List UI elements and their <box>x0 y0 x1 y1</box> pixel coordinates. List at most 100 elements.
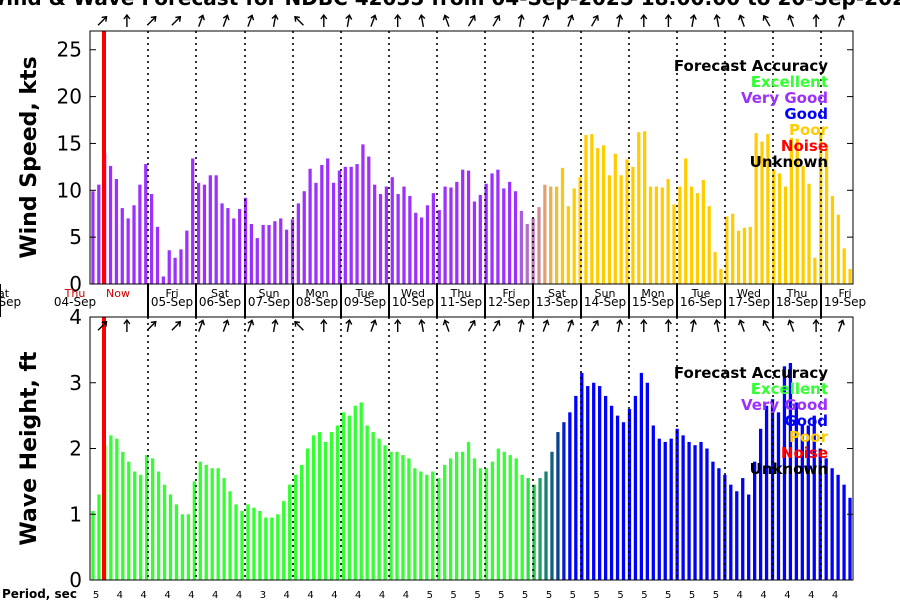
bar <box>795 138 799 284</box>
bar <box>574 395 578 580</box>
bar <box>713 252 717 284</box>
bar <box>701 179 705 284</box>
wave-height-panel: Wave Height, ft 0 1 2 3 4 Forecast AccuracyExc… <box>17 305 854 592</box>
date-label: 04-Sep <box>54 295 96 309</box>
bar <box>161 276 165 284</box>
date-label: 17-Sep <box>728 295 770 309</box>
bar <box>813 257 817 284</box>
bar <box>359 402 363 580</box>
plot-frame <box>89 30 854 285</box>
bar <box>603 395 608 580</box>
legend-entry: Very Good <box>741 396 828 414</box>
y-tick-label: 3 <box>69 371 82 395</box>
legend-entry: Poor <box>789 121 829 139</box>
period-value: 4 <box>284 590 290 600</box>
bar <box>97 494 101 580</box>
bar <box>502 451 506 580</box>
bar <box>637 132 641 284</box>
bar <box>384 186 389 284</box>
bar <box>772 169 776 284</box>
bar <box>317 432 322 580</box>
bar <box>202 184 207 284</box>
day-label: Sat <box>0 287 10 300</box>
bar <box>320 165 324 284</box>
y-tick-label: 4 <box>69 305 82 329</box>
direction-arrow <box>198 14 205 27</box>
date-label: 11-Sep <box>440 295 482 309</box>
direction-arrow <box>146 15 157 26</box>
bar <box>707 206 711 284</box>
period-value: 5 <box>594 590 600 600</box>
direction-arrow <box>294 320 304 331</box>
bar <box>420 217 424 284</box>
legend-entry: Unknown <box>750 153 828 171</box>
day-label: Sun <box>259 287 280 300</box>
direction-arrow <box>222 14 230 27</box>
direction-arrow <box>517 13 525 28</box>
bar <box>848 497 852 580</box>
bar <box>669 438 673 580</box>
bar <box>717 468 721 580</box>
bar <box>431 193 435 284</box>
day-label: Sat <box>211 287 230 300</box>
direction-arrow <box>271 318 279 333</box>
bar <box>484 183 488 284</box>
bar <box>311 435 316 580</box>
direction-arrow <box>640 318 648 332</box>
y-tick-label: 5 <box>69 225 82 249</box>
bar <box>168 494 173 580</box>
bar <box>478 194 482 284</box>
direction-arrow <box>370 14 378 27</box>
bar <box>631 166 635 284</box>
bar <box>377 438 381 580</box>
direction-arrow <box>640 13 648 27</box>
bar <box>150 194 154 284</box>
bar <box>228 491 232 580</box>
y-tick-label: 25 <box>57 38 82 62</box>
bar <box>355 164 359 284</box>
direction-arrow <box>247 14 255 27</box>
bar <box>216 468 220 580</box>
direction-arrow <box>271 13 279 28</box>
bar <box>443 464 447 580</box>
bar <box>556 432 560 580</box>
direction-arrow <box>198 319 205 332</box>
date-label: 07-Sep <box>248 295 290 309</box>
bar <box>526 478 530 580</box>
bar <box>801 165 805 284</box>
bar <box>419 471 423 580</box>
bar <box>252 507 256 580</box>
day-label: Tue <box>691 287 711 300</box>
bar <box>601 145 606 284</box>
legend-entry: Poor <box>789 428 829 446</box>
bar <box>693 445 697 580</box>
bar <box>609 405 614 580</box>
direction-arrow <box>812 13 820 27</box>
bar <box>395 451 399 580</box>
bar <box>402 186 406 284</box>
period-value: 4 <box>140 590 146 600</box>
direction-arrow <box>837 319 845 332</box>
bar <box>532 484 536 580</box>
bar <box>167 250 171 284</box>
bar <box>323 441 328 580</box>
bar <box>672 204 676 284</box>
direction-arrow <box>320 318 328 332</box>
bar <box>824 458 828 580</box>
direction-arrow <box>689 13 697 28</box>
bar <box>240 510 244 580</box>
direction-arrow <box>567 319 575 332</box>
bar <box>191 158 195 284</box>
bar <box>613 153 617 284</box>
bar <box>562 422 566 580</box>
bar <box>830 468 834 580</box>
direction-arrow <box>787 319 795 332</box>
bar <box>155 226 160 284</box>
bar <box>109 435 113 580</box>
bar <box>144 164 148 284</box>
bar <box>341 412 345 580</box>
period-value: 5 <box>93 590 99 600</box>
bar <box>627 409 632 580</box>
bar <box>133 471 137 580</box>
day-label: Fri <box>165 287 178 300</box>
